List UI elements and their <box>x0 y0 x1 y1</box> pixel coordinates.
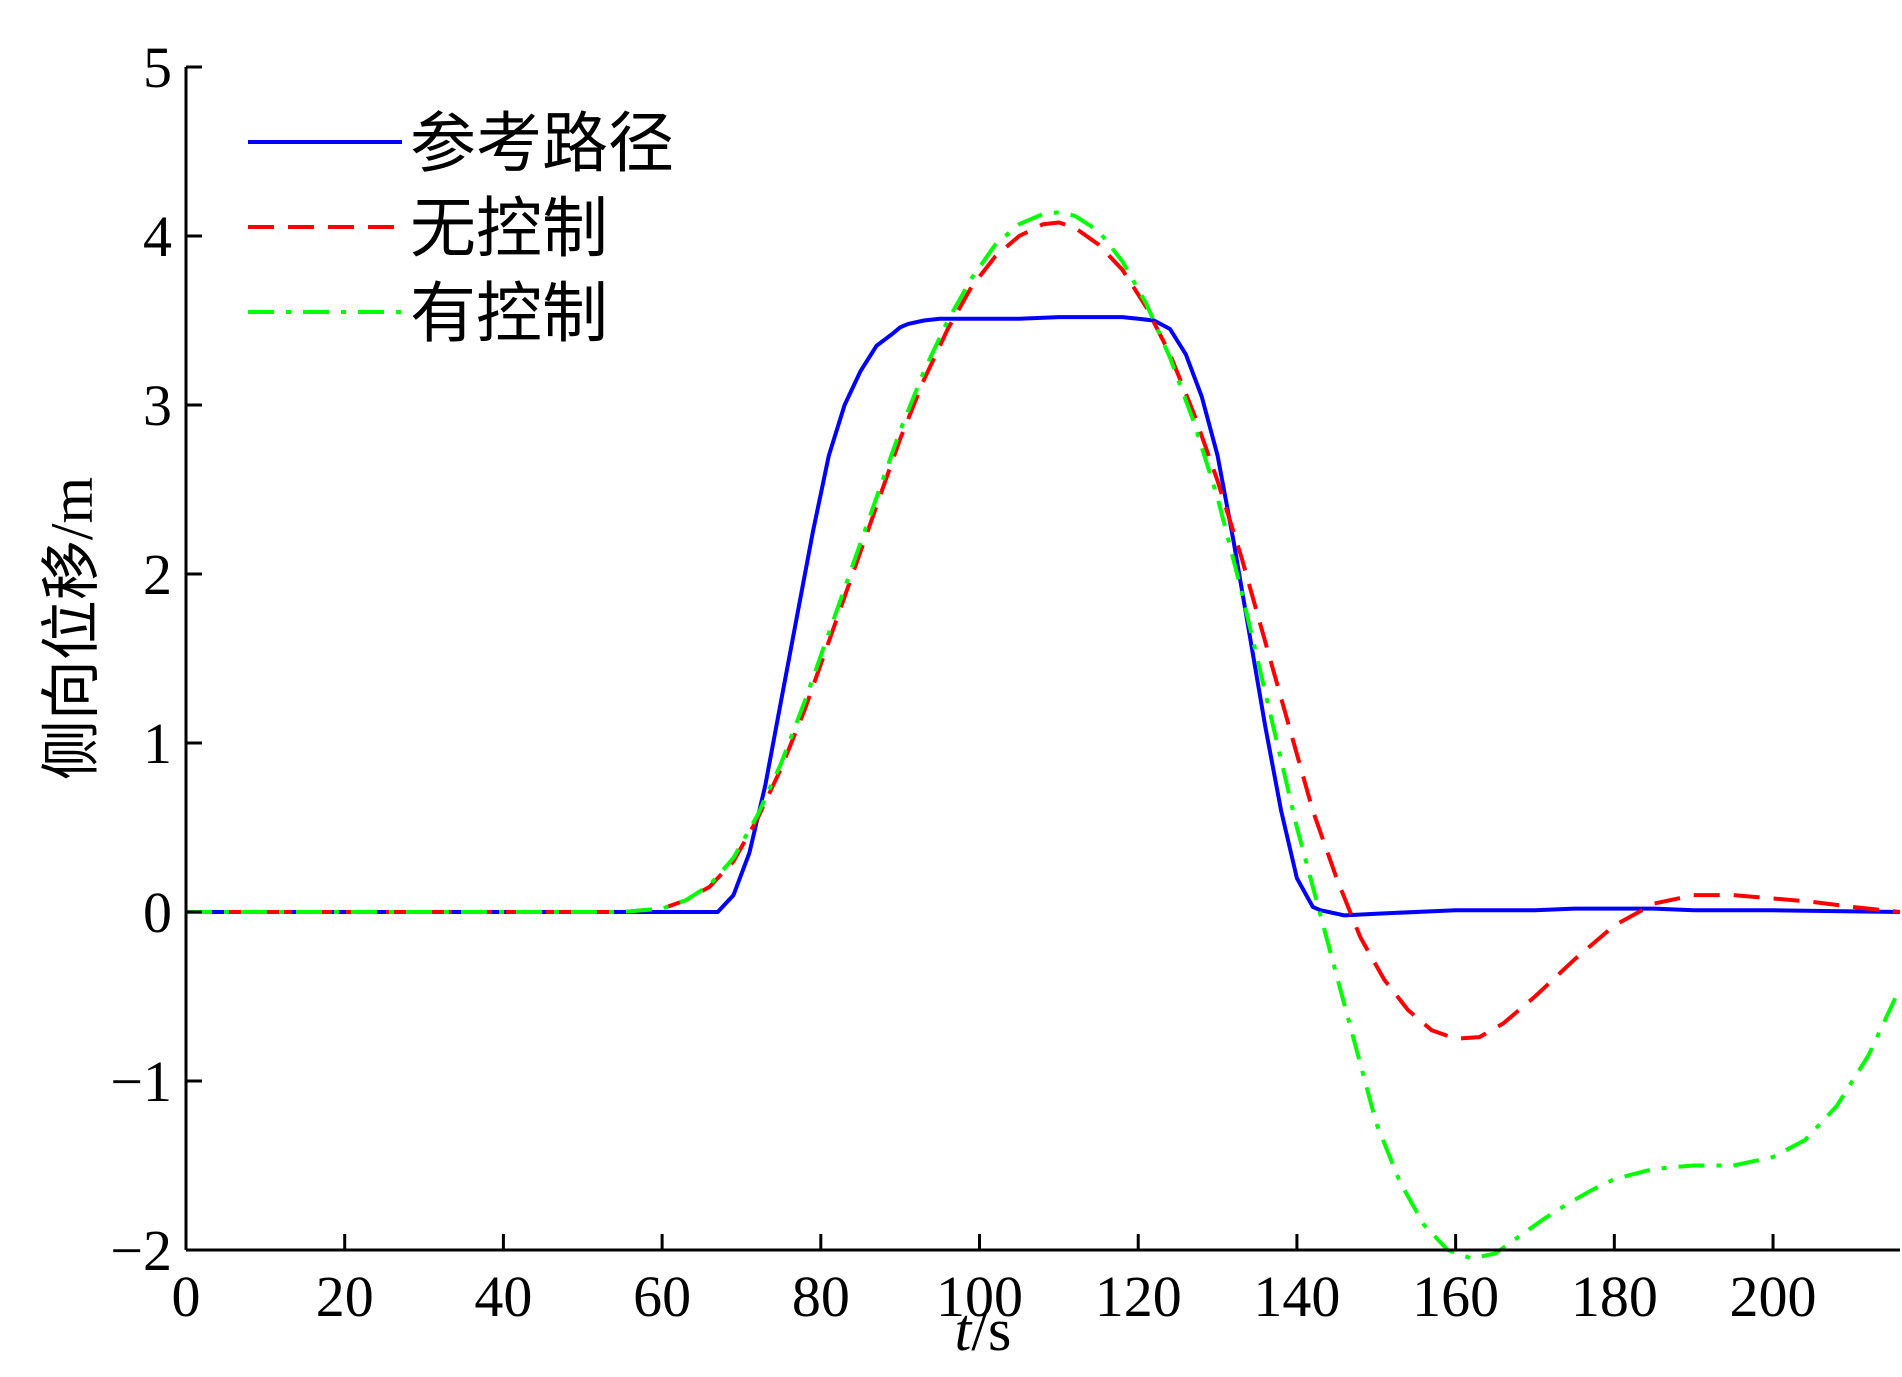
y-axis-label: 侧向位移/m <box>39 477 105 780</box>
legend-label-1: 参考路径 <box>410 105 674 182</box>
series-line-2 <box>186 220 1901 1041</box>
x-tick-label: 120 <box>1095 1264 1182 1329</box>
legend-label-3: 有控制 <box>410 275 608 352</box>
x-axis-label-variable: t <box>955 1297 973 1363</box>
ticks: 0 20 40 60 80 100 120 140 160 180 200 −2 −1 0 1 2 3 4 5 <box>110 35 1816 1329</box>
x-tick-label: 180 <box>1571 1264 1658 1329</box>
legend-label-2: 无控制 <box>410 190 608 267</box>
x-axis-label-unit: /s <box>971 1297 1011 1363</box>
y-tick-label: 2 <box>143 542 172 607</box>
series-line-3 <box>186 210 1902 1261</box>
x-tick-label: 100 <box>936 1264 1023 1329</box>
x-tick-label: 40 <box>474 1264 532 1329</box>
series-line-1 <box>186 315 1901 918</box>
x-tick-label: 140 <box>1253 1264 1340 1329</box>
x-tick-label: 60 <box>633 1264 691 1329</box>
x-tick-label: 80 <box>792 1264 850 1329</box>
x-tick-label: 0 <box>172 1264 201 1329</box>
x-tick-label: 20 <box>316 1264 374 1329</box>
x-axis-label: t/s <box>955 1297 1012 1363</box>
x-tick-label: 160 <box>1412 1264 1499 1329</box>
y-tick-label: 0 <box>143 880 172 945</box>
series-layer <box>186 210 1902 1261</box>
y-tick-label: 5 <box>143 35 172 100</box>
y-tick-label: 3 <box>143 373 172 438</box>
y-tick-label: −2 <box>110 1218 172 1283</box>
y-tick-label: −1 <box>110 1049 172 1114</box>
y-tick-label: 4 <box>143 204 172 269</box>
x-tick-label: 200 <box>1730 1264 1817 1329</box>
y-tick-label: 1 <box>143 711 172 776</box>
